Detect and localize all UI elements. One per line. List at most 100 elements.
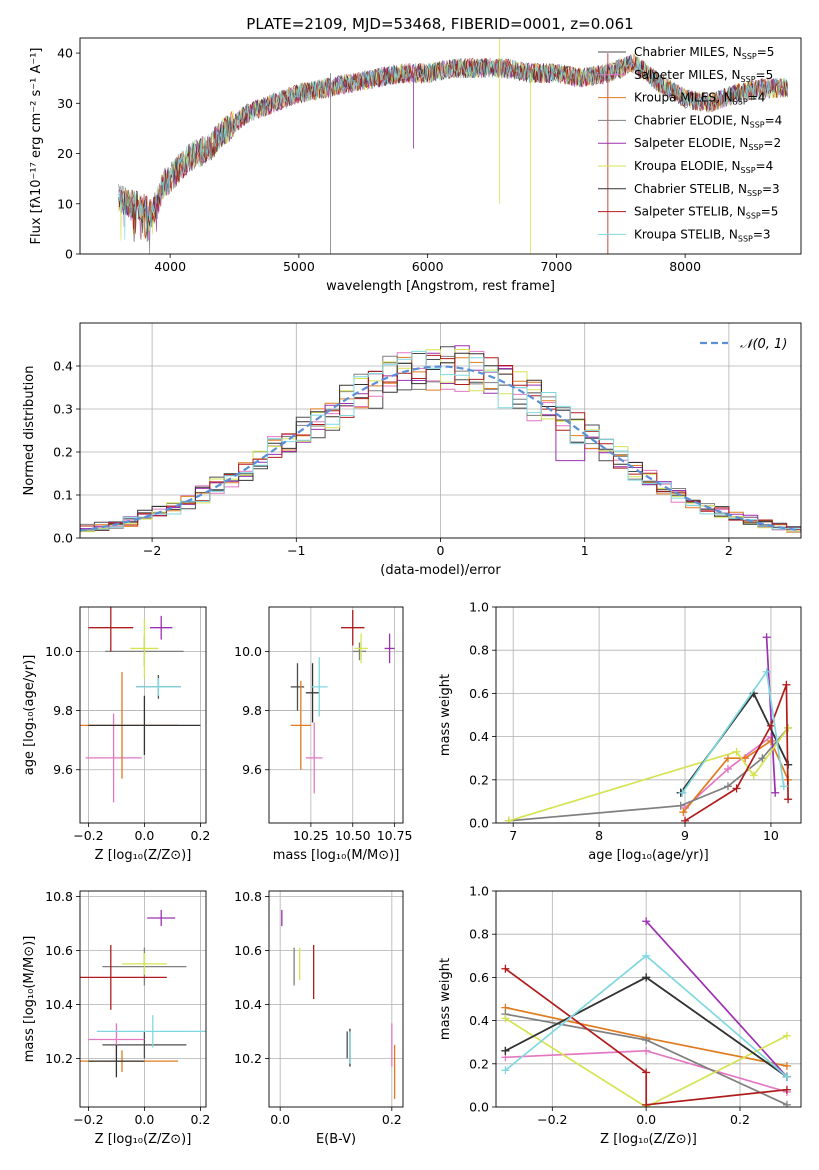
age-weight-marker	[679, 808, 688, 817]
age-weight-marker	[782, 680, 791, 689]
legend-entry-name: Kroupa ELODIE	[634, 159, 724, 173]
legend-entry-count: 4	[758, 91, 766, 105]
legend-entry-n: , N	[732, 136, 749, 150]
z-mass-point	[96, 1015, 206, 1048]
legend-entry-sub: SSP	[741, 166, 756, 175]
mass-age-point	[354, 633, 368, 664]
legend-entry-n: , N	[724, 68, 741, 82]
panel-mass-age: 10.25 10.50 10.75 9.6 9.8 10.0 mass [log₁₀(M/M…	[234, 606, 413, 863]
residuals-xtick-label: −2	[143, 543, 161, 558]
z-age-point	[150, 615, 173, 640]
spectrum-line	[118, 55, 788, 241]
age-weight-ytick-label: 0.8	[469, 643, 489, 658]
z-weight-marker	[501, 1014, 510, 1023]
z-weight-ytick-label: 0.4	[469, 1013, 489, 1028]
mass-age-xtick-label: 10.75	[377, 828, 413, 843]
spectrum-plot-area	[118, 38, 788, 254]
z-weight-plot-area	[496, 891, 801, 1107]
age-weight-series-line	[508, 727, 789, 822]
spectrum-ytick-label: 30	[57, 96, 73, 111]
legend-entry-eq: =	[756, 68, 766, 82]
legend-entry-n: , N	[725, 45, 742, 59]
legend-entry-n: , N	[729, 205, 746, 219]
z-mass-ylabel: mass [log₁₀(M/M⊙)]	[22, 936, 37, 1063]
legend-entry: Salpeter STELIB, NSSP=5	[634, 205, 778, 221]
z-weight-marker	[782, 1085, 791, 1094]
panel-age-weight: 7 8 9 10 0.0 0.2 0.4 0.6 0.8 1.0 age [log₁₀(age/yr…	[438, 600, 802, 863]
legend-entry-name: Salpeter MILES	[634, 68, 724, 82]
legend-entry-n: , N	[724, 159, 741, 173]
age-weight-plot-area	[496, 607, 801, 823]
age-weight-ytick-label: 0.4	[469, 729, 489, 744]
spectrum-ylabel: Flux [fλ10⁻¹⁷ erg cm⁻² s⁻¹ A⁻¹]	[29, 48, 44, 245]
panel-mass-age-frame	[268, 606, 404, 824]
spectrum-xtick-label: 4000	[154, 259, 186, 274]
spectrum-ytick-label: 20	[57, 146, 73, 161]
mass-age-xlabel: mass [log₁₀(M/M⊙)]	[273, 848, 400, 863]
age-weight-marker	[762, 633, 771, 642]
z-mass-ytick-label: 10.6	[45, 943, 73, 958]
age-weight-marker	[732, 747, 741, 756]
age-weight-xtick-label: 10	[763, 828, 779, 843]
legend-entry-name: Chabrier ELODIE	[634, 113, 733, 127]
z-age-ylabel: age [log₁₀(age/yr)]	[22, 655, 37, 776]
z-weight-xlabel: Z [log₁₀(Z/Z⊙)]	[600, 1132, 697, 1147]
mass-age-plot-area	[269, 607, 403, 823]
spectrum-ytick-label: 40	[57, 46, 73, 61]
legend-entry-name: Chabrier MILES	[634, 45, 725, 59]
residuals-ytick-label: 0.2	[53, 445, 73, 460]
ebv-mass-xtick-label: 0.0	[270, 1112, 290, 1127]
z-weight-ytick-label: 1.0	[469, 884, 489, 899]
z-mass-point	[122, 953, 167, 975]
legend-entry: Kroupa MILES, NSSP=4	[634, 91, 765, 107]
age-weight-marker	[762, 667, 771, 676]
legend-entry-sub: SSP	[747, 189, 762, 198]
mass-age-point	[310, 657, 328, 717]
legend-entry-name: Chabrier STELIB	[634, 182, 730, 196]
legend-entry-count: 5	[766, 68, 774, 82]
residuals-ytick-label: 0.0	[53, 531, 73, 546]
age-weight-ytick-label: 1.0	[469, 600, 489, 615]
legend-entry-sub: SSP	[742, 52, 757, 61]
z-weight-ytick-label: 0.2	[469, 1056, 489, 1071]
spectrum-xtick-label: 5000	[283, 259, 315, 274]
legend-entry-count: 4	[766, 159, 774, 173]
mass-age-ytick-label: 9.8	[242, 703, 262, 718]
mass-age-ytick-label: 9.6	[242, 762, 262, 777]
residuals-ytick-label: 0.3	[53, 402, 73, 417]
z-weight-series-line	[645, 920, 788, 1078]
legend-entry-n: , N	[721, 227, 738, 241]
legend-entry-count: 2	[773, 136, 781, 150]
z-mass-ytick-label: 10.8	[45, 889, 73, 904]
panel-z-age: −0.2 0.0 0.2 9.6 9.8 10.0 Z [log₁₀(Z/Z⊙)] age […	[22, 606, 210, 863]
age-weight-marker	[749, 771, 758, 780]
legend-entry-eq: =	[763, 136, 773, 150]
panel-z-weight-frame	[495, 890, 802, 1108]
age-weight-ytick-label: 0.6	[469, 686, 489, 701]
age-weight-marker	[771, 788, 780, 797]
panel-residuals-frame	[79, 322, 802, 539]
z-age-ytick-label: 9.6	[53, 762, 73, 777]
z-weight-marker	[501, 964, 510, 973]
z-weight-xtick-label: 0.2	[730, 1112, 750, 1127]
z-weight-marker	[501, 1046, 510, 1055]
z-weight-marker	[642, 1100, 651, 1107]
legend-entry: Kroupa ELODIE, NSSP=4	[634, 159, 773, 175]
age-weight-marker	[779, 782, 788, 791]
z-weight-marker	[642, 951, 651, 960]
z-weight-xtick-label: −0.2	[537, 1112, 567, 1127]
z-mass-ytick-label: 10.4	[45, 997, 73, 1012]
z-weight-marker	[642, 973, 651, 982]
residuals-plot-area	[80, 323, 801, 538]
legend-entry-count: 3	[763, 227, 771, 241]
mass-age-point	[352, 642, 367, 661]
ebv-mass-ytick-label: 10.4	[234, 997, 262, 1012]
age-weight-marker	[732, 784, 741, 793]
age-weight-marker	[681, 816, 690, 823]
legend-entry-count: 5	[767, 45, 775, 59]
age-weight-marker	[766, 721, 775, 730]
z-weight-marker	[782, 1100, 791, 1107]
age-weight-marker	[784, 723, 793, 732]
residuals-xtick-label: 0	[437, 543, 445, 558]
age-weight-marker	[676, 801, 685, 810]
